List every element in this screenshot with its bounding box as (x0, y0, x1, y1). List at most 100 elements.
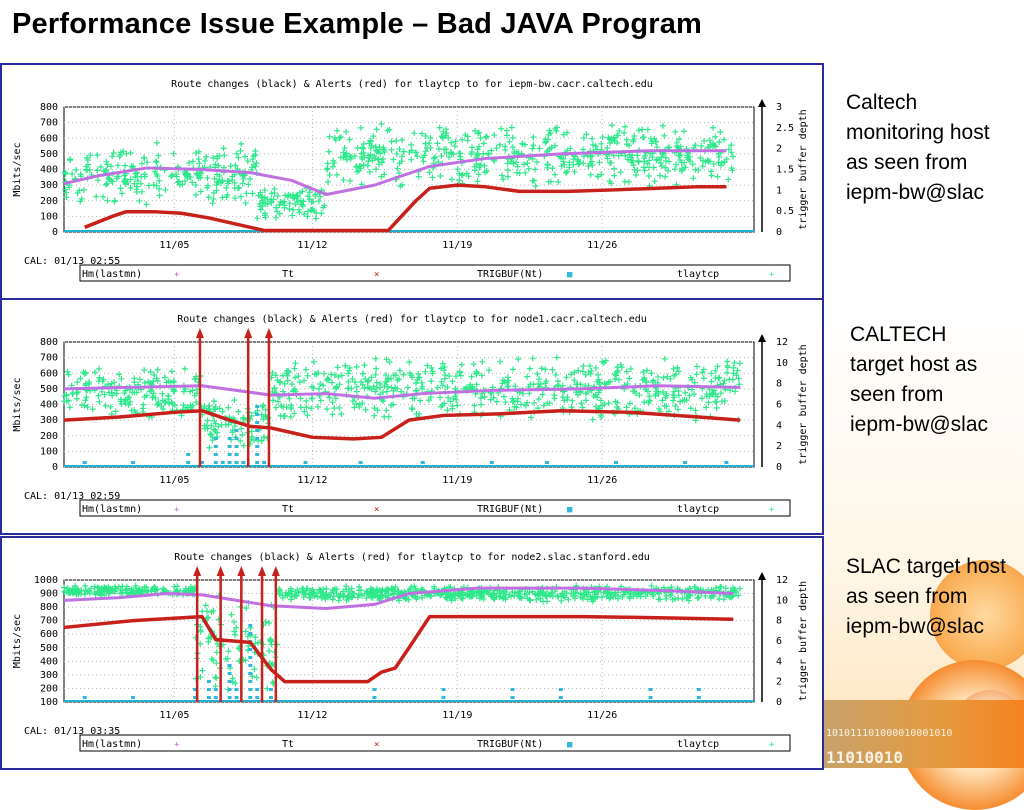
series-trigbuf (82, 624, 701, 699)
tlaytcp-point (66, 404, 73, 411)
tlaytcp-point (194, 171, 201, 178)
tlaytcp-point (571, 369, 578, 376)
tlaytcp-point (538, 365, 545, 372)
tlaytcp-point (213, 649, 220, 656)
tlaytcp-point (422, 148, 429, 155)
tlaytcp-point (505, 383, 512, 390)
tlaytcp-point (396, 146, 403, 153)
tlaytcp-point (223, 184, 230, 191)
tlaytcp-point (96, 374, 103, 381)
tlaytcp-point (259, 403, 266, 410)
tlaytcp-point (510, 366, 517, 373)
tlaytcp-point (169, 172, 176, 179)
tlaytcp-point (291, 365, 298, 372)
tlaytcp-point (243, 190, 250, 197)
tlaytcp-point (714, 363, 721, 370)
tlaytcp-point (571, 377, 578, 384)
tlaytcp-point (204, 417, 211, 424)
tlaytcp-point (481, 393, 488, 400)
tlaytcp-point (252, 148, 259, 155)
tlaytcp-point (124, 395, 131, 402)
tlaytcp-point (232, 195, 239, 202)
tlaytcp-point (640, 134, 647, 141)
trigbuf-point (372, 696, 377, 699)
tlaytcp-point (661, 132, 668, 139)
chart-footer: CAL: 01/13 02:55 (24, 256, 120, 267)
tlaytcp-point (594, 371, 601, 378)
tlaytcp-point (694, 363, 701, 370)
tlaytcp-point (364, 378, 371, 385)
tlaytcp-point (606, 178, 613, 185)
tlaytcp-point (493, 398, 500, 405)
tlaytcp-point (126, 394, 133, 401)
tlaytcp-point (324, 178, 331, 185)
tlaytcp-point (449, 378, 456, 385)
tlaytcp-point (686, 392, 693, 399)
tlaytcp-point (268, 190, 275, 197)
y-tick-label: 600 (40, 629, 58, 640)
tlaytcp-point (378, 173, 385, 180)
tlaytcp-point (712, 143, 719, 150)
trigbuf-point (227, 461, 232, 464)
tlaytcp-point (422, 132, 429, 139)
binary-decor-line-1: 101011101000010001010 (826, 728, 953, 739)
chart-footer: CAL: 01/13 03:35 (24, 726, 120, 737)
tlaytcp-point (459, 136, 466, 143)
tlaytcp-point (733, 372, 740, 379)
tlaytcp-point (63, 391, 70, 398)
tlaytcp-point (95, 378, 102, 385)
tlaytcp-point (366, 155, 373, 162)
tlaytcp-point (598, 594, 605, 601)
tlaytcp-point (102, 181, 109, 188)
trigbuf-point (441, 696, 446, 699)
tlaytcp-point (204, 174, 211, 181)
tlaytcp-point (543, 378, 550, 385)
tlaytcp-point (345, 378, 352, 385)
tlaytcp-point (661, 355, 668, 362)
tlaytcp-point (123, 150, 130, 157)
y2-tick-label: 4 (776, 656, 782, 667)
y2-tick-label: 1.5 (776, 165, 794, 176)
tlaytcp-point (386, 359, 393, 366)
tlaytcp-point (432, 154, 439, 161)
tlaytcp-point (451, 592, 458, 599)
tlaytcp-point (470, 361, 477, 368)
tlaytcp-point (612, 398, 619, 405)
trigbuf-point (213, 453, 218, 456)
tlaytcp-point (193, 150, 200, 157)
tlaytcp-point (568, 371, 575, 378)
tlaytcp-point (641, 153, 648, 160)
tlaytcp-point (333, 127, 340, 134)
tlaytcp-point (438, 365, 445, 372)
tlaytcp-point (462, 131, 469, 138)
tlaytcp-point (286, 395, 293, 402)
tlaytcp-point (383, 378, 390, 385)
trigbuf-point (206, 696, 211, 699)
tlaytcp-point (641, 167, 648, 174)
y2-tick-label: 0 (776, 462, 782, 473)
tlaytcp-point (526, 390, 533, 397)
tlaytcp-point (275, 398, 282, 405)
tlaytcp-point (592, 364, 599, 371)
trigbuf-point (248, 664, 253, 667)
tlaytcp-point (304, 372, 311, 379)
tlaytcp-point (693, 371, 700, 378)
tlaytcp-point (238, 193, 245, 200)
tlaytcp-point (212, 420, 219, 427)
series-tt (63, 409, 741, 441)
tlaytcp-point (478, 372, 485, 379)
alert-arrowhead (193, 566, 202, 576)
tlaytcp-point (128, 407, 135, 414)
y2-tick-label: 10 (776, 358, 788, 369)
tlaytcp-point (266, 620, 273, 627)
tlaytcp-point (438, 152, 445, 159)
tlaytcp-point (648, 582, 655, 589)
tlaytcp-point (104, 161, 111, 168)
legend-box (79, 734, 791, 752)
tlaytcp-point (346, 136, 353, 143)
tlaytcp-point (513, 169, 520, 176)
legend-marker: + (769, 505, 775, 515)
tlaytcp-point (709, 124, 716, 131)
tlaytcp-point (731, 359, 738, 366)
tlaytcp-point (385, 592, 392, 599)
